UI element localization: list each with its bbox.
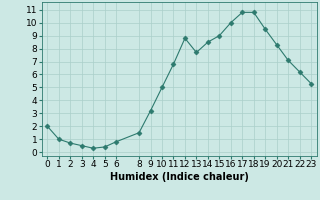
X-axis label: Humidex (Indice chaleur): Humidex (Indice chaleur) xyxy=(110,172,249,182)
